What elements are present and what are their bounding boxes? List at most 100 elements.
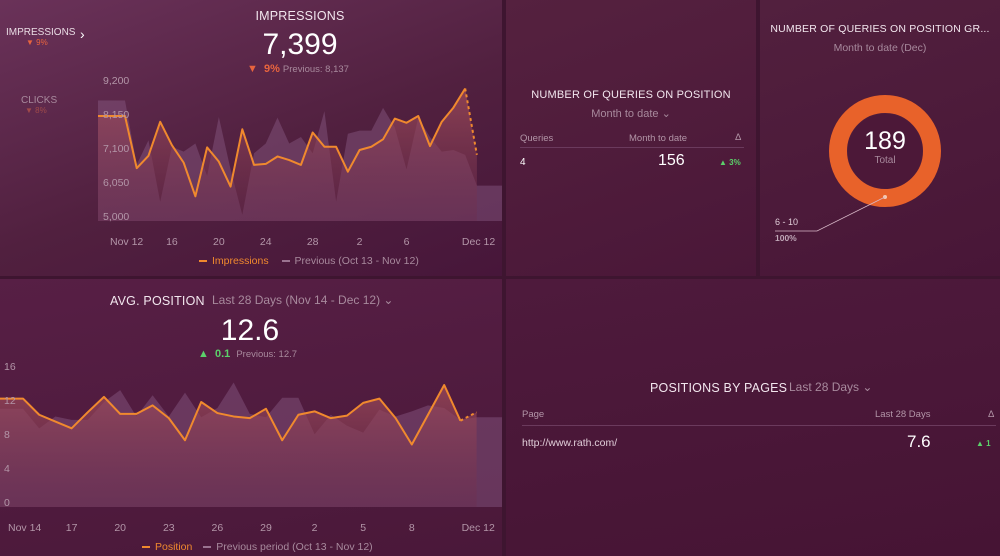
side-metric-change: 8% (35, 106, 47, 115)
x-tick-label: 28 (306, 236, 319, 248)
x-tick-label: 24 (259, 236, 272, 248)
down-arrow-icon: ▼ (247, 63, 258, 75)
down-arrow-icon: ▼ (26, 38, 37, 47)
y-tick-label: 7,100 (103, 143, 130, 155)
up-arrow-icon: ▲ (198, 348, 209, 360)
chevron-down-icon: ⌄ (383, 293, 394, 307)
legend-label: Previous (Oct 13 - Nov 12) (294, 255, 419, 267)
date-range-dropdown[interactable]: Month to date ⌄ (506, 107, 756, 120)
avg-position-widget: AVG. POSITION Last 28 Days (Nov 14 - Dec… (0, 279, 502, 556)
position-groups-widget: NUMBER OF QUERIES ON POSITION GR... Mont… (760, 0, 1000, 276)
cell-queries: 4 (520, 157, 526, 168)
widget-title: IMPRESSIONS (255, 9, 345, 23)
x-tick-label: Nov 14 (8, 522, 42, 534)
widget-title: AVG. POSITION (110, 294, 205, 308)
x-tick-label: 20 (114, 522, 127, 534)
chart-legend: Impressions Previous (Oct 13 - Nov 12) (199, 255, 419, 267)
y-tick-label: 0 (4, 497, 10, 509)
x-tick-label: Nov 12 (110, 236, 144, 248)
x-tick-label: 2 (356, 236, 363, 248)
current-series-partial-line (464, 88, 478, 156)
cell-value: 7.6 (907, 432, 931, 451)
change-percent: 9% (263, 63, 280, 75)
column-header-last-28-days[interactable]: Last 28 Days (875, 409, 931, 420)
metric-value: 12.6 (220, 314, 280, 347)
down-arrow-icon: ▼ (25, 106, 36, 115)
column-header-month[interactable]: Month to date (629, 133, 688, 144)
legend-item-previous[interactable]: Previous (Oct 13 - Nov 12) (281, 255, 419, 267)
x-tick-label: 16 (166, 236, 178, 248)
column-header-page[interactable]: Page (522, 409, 545, 420)
x-tick-label: 6 (403, 236, 410, 248)
column-header-delta[interactable]: Δ (735, 132, 742, 143)
positions-by-pages-widget: POSITIONS BY PAGES Last 28 Days ⌄ Page L… (506, 279, 1000, 556)
slice-percent: 100% (775, 233, 797, 243)
donut-total: 189 (864, 127, 906, 155)
chart-legend: Position Previous period (Oct 13 - Nov 1… (142, 541, 373, 553)
donut-chart (775, 95, 941, 232)
x-tick-label: 20 (212, 236, 225, 248)
metric-comparison: ▼ 9% Previous: 8,137 (247, 63, 349, 75)
legend-item-previous[interactable]: Previous period (Oct 13 - Nov 12) (203, 541, 373, 553)
date-range-label: Last 28 Days (789, 380, 860, 394)
x-tick-label: Dec 12 (461, 522, 495, 534)
previous-value: Previous: 12.7 (236, 349, 298, 360)
widget-title: NUMBER OF QUERIES ON POSITION (531, 89, 731, 101)
x-tick-label: 2 (311, 522, 318, 534)
date-range-label: Month to date (591, 108, 659, 120)
x-tick-label: 17 (65, 522, 78, 534)
y-tick-label: 12 (4, 395, 16, 407)
legend-item-impressions[interactable]: Impressions (199, 255, 269, 267)
cell-change: 1 (986, 439, 991, 448)
column-header-queries[interactable]: Queries (520, 133, 554, 144)
table-row: http://www.rath.com/ 7.6 ▲ 1 (506, 429, 1000, 457)
side-metric-clicks[interactable]: CLICKS ▼ 8% (21, 95, 57, 115)
up-arrow-icon: ▲ (976, 439, 987, 448)
cell-change: 3% (729, 158, 741, 167)
widget-subtitle: Month to date (Dec) (833, 42, 927, 54)
cell-page-url[interactable]: http://www.rath.com/ (522, 437, 618, 449)
legend-label: Impressions (212, 255, 269, 267)
chevron-down-icon: ⌄ (661, 108, 671, 120)
date-range-dropdown[interactable]: Last 28 Days (Nov 14 - Dec 12) ⌄ (212, 293, 393, 307)
chevron-right-icon[interactable]: › (80, 26, 85, 42)
change-value: 0.1 (214, 348, 231, 360)
side-metric-label: CLICKS (21, 95, 58, 106)
date-range-dropdown[interactable]: Last 28 Days ⌄ (789, 380, 872, 394)
widget-title: NUMBER OF QUERIES ON POSITION GR... (770, 23, 990, 35)
avg-position-chart (0, 382, 502, 507)
legend-label: Position (155, 541, 193, 553)
x-tick-label: 8 (408, 522, 415, 534)
column-header-delta[interactable]: Δ (988, 409, 995, 420)
queries-widget: NUMBER OF QUERIES ON POSITION Month to d… (506, 0, 756, 276)
side-metric-impressions[interactable]: IMPRESSIONS ▼ 9% (6, 27, 75, 47)
x-tick-label: 5 (360, 522, 367, 534)
side-metric-change: 9% (36, 38, 48, 47)
impressions-chart (98, 87, 502, 221)
y-tick-label: 9,200 (103, 75, 130, 87)
chevron-down-icon: ⌄ (862, 380, 873, 394)
previous-value: Previous: 8,137 (282, 64, 349, 75)
current-series-area (0, 385, 477, 507)
y-tick-label: 8 (4, 429, 10, 441)
side-metric-label: IMPRESSIONS (6, 27, 76, 38)
legend-item-position[interactable]: Position (142, 541, 192, 553)
cell-value: 156 (658, 152, 685, 169)
slice-label: 6 - 10 (775, 217, 799, 227)
y-tick-label: 5,000 (103, 211, 130, 223)
metric-comparison: ▲ 0.1 Previous: 12.7 (198, 348, 297, 360)
table-row: 4 156 ▲ 3% (506, 150, 756, 175)
widget-title: POSITIONS BY PAGES (650, 381, 788, 395)
leader-line (775, 196, 886, 232)
current-series-line (0, 384, 462, 446)
current-series-area (98, 88, 477, 221)
y-tick-label: 4 (4, 463, 10, 475)
x-tick-label: 26 (211, 522, 224, 534)
up-arrow-icon: ▲ (719, 158, 730, 167)
donut-total-label: Total (874, 155, 896, 166)
x-tick-label: Dec 12 (461, 236, 496, 248)
date-range-label: Last 28 Days (Nov 14 - Dec 12) (212, 293, 381, 307)
y-tick-label: 8,150 (103, 109, 130, 121)
y-tick-label: 16 (4, 361, 16, 373)
impressions-widget: IMPRESSIONS ▼ 9% › CLICKS ▼ 8% IMPRESSIO… (0, 0, 502, 276)
